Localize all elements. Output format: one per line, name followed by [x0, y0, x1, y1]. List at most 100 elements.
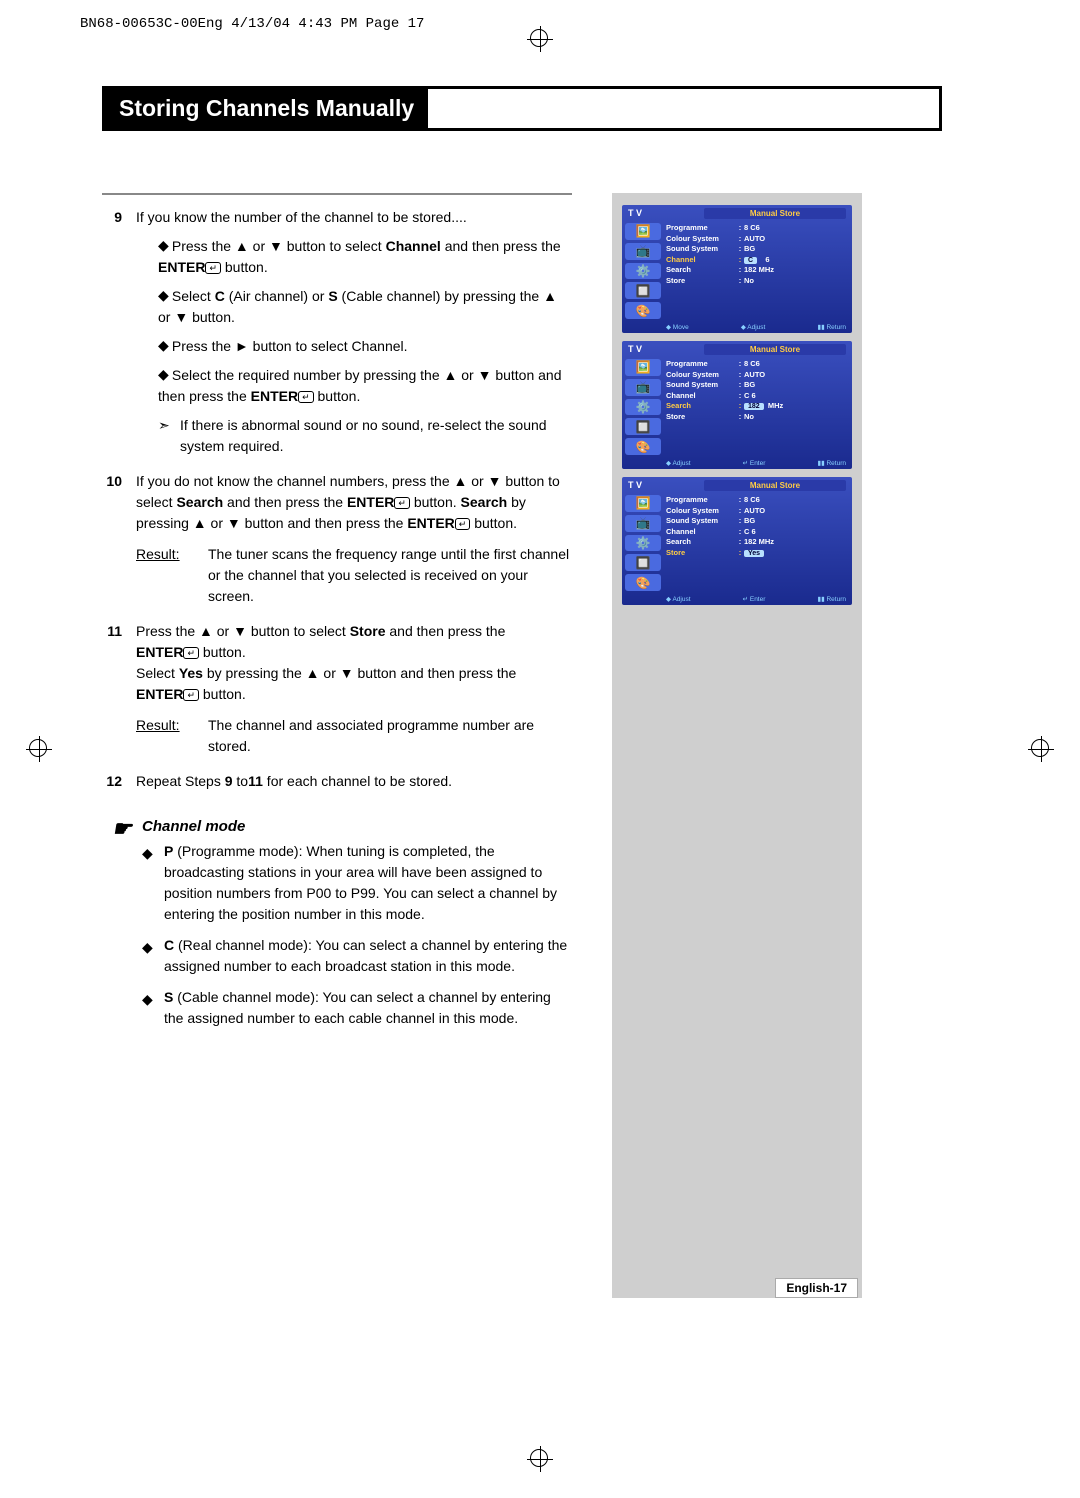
- osd-row: Colour System:AUTO: [666, 506, 846, 515]
- result-text: The channel and associated programme num…: [208, 715, 572, 757]
- step-lead: If you know the number of the channel to…: [136, 207, 572, 228]
- osd-footer: ◆ Move◆ Adjust▮▮ Return: [666, 323, 846, 331]
- osd-screenshot: T VManual Store🖼️📺⚙️🔲🎨Programme:8 C6Colo…: [622, 477, 852, 605]
- osd-sidebar: 🖼️📺⚙️🔲🎨: [625, 495, 661, 591]
- osd-title: Manual Store: [704, 480, 846, 491]
- step-result: Result:The channel and associated progra…: [136, 715, 572, 757]
- channel-mode-item: ◆P (Programme mode): When tuning is comp…: [142, 841, 572, 925]
- step-number: 9: [102, 207, 136, 457]
- osd-screenshot: T VManual Store🖼️📺⚙️🔲🎨Programme:8 C6Colo…: [622, 341, 852, 469]
- page-number: English-17: [775, 1278, 858, 1298]
- osd-footer-item: ↵ Enter: [743, 459, 766, 467]
- osd-tv-label: T V: [628, 344, 642, 354]
- osd-sidebar-icon: 🖼️: [625, 359, 661, 376]
- osd-sidebar-icon: 🎨: [625, 574, 661, 591]
- osd-footer: ◆ Adjust ↵ Enter ▮▮ Return: [666, 459, 846, 467]
- osd-sidebar-icon: ⚙️: [625, 535, 661, 552]
- osd-row: Channel:C 6: [666, 255, 846, 264]
- osd-row: Programme:8 C6: [666, 359, 846, 368]
- osd-sidebar-icon: 🖼️: [625, 223, 661, 240]
- osd-footer-item: ▮▮ Return: [818, 459, 846, 467]
- crop-mark-left: [26, 736, 52, 762]
- osd-row: Sound System:BG: [666, 380, 846, 389]
- channel-mode-section: ☛ Channel mode ◆P (Programme mode): When…: [102, 818, 572, 1029]
- crop-mark-bottom: [527, 1446, 553, 1472]
- osd-row: Colour System:AUTO: [666, 370, 846, 379]
- osd-sidebar-icon: ⚙️: [625, 263, 661, 280]
- step-number: 10: [102, 471, 136, 607]
- result-label: Result:: [136, 715, 208, 757]
- osd-row: Colour System:AUTO: [666, 234, 846, 243]
- osd-footer: ◆ Adjust ↵ Enter ▮▮ Return: [666, 595, 846, 603]
- step-lead: Press the ▲ or ▼ button to select Store …: [136, 621, 572, 705]
- step-number: 12: [102, 771, 136, 800]
- osd-row: Programme:8 C6: [666, 223, 846, 232]
- step-bullet: ◆ Select the required number by pressing…: [136, 365, 572, 407]
- osd-sidebar-icon: 🔲: [625, 554, 661, 571]
- osd-row: Sound System:BG: [666, 516, 846, 525]
- divider: [102, 193, 572, 195]
- print-meta-header: BN68-00653C-00Eng 4/13/04 4:43 PM Page 1…: [80, 16, 424, 32]
- hand-icon: ☛: [112, 816, 132, 842]
- step: 11Press the ▲ or ▼ button to select Stor…: [102, 621, 572, 757]
- step-lead: Repeat Steps 9 to11 for each channel to …: [136, 771, 572, 792]
- step: 12Repeat Steps 9 to11 for each channel t…: [102, 771, 572, 800]
- page-title: Storing Channels Manually: [105, 89, 428, 128]
- result-text: The tuner scans the frequency range unti…: [208, 544, 572, 607]
- osd-title: Manual Store: [704, 344, 846, 355]
- step: 9If you know the number of the channel t…: [102, 207, 572, 457]
- osd-row: Store:No: [666, 276, 846, 285]
- osd-sidebar-icon: 📺: [625, 243, 661, 260]
- channel-mode-item: ◆S (Cable channel mode): You can select …: [142, 987, 572, 1029]
- crop-mark-right: [1028, 736, 1054, 762]
- title-bar: Storing Channels Manually: [102, 86, 942, 131]
- osd-sidebar: 🖼️ 📺 ⚙️ 🔲 🎨: [625, 223, 661, 319]
- channel-mode-header: ☛ Channel mode: [142, 818, 572, 835]
- osd-row: Search:182 MHz: [666, 537, 846, 546]
- left-column: 9If you know the number of the channel t…: [102, 193, 592, 1298]
- step-body: If you know the number of the channel to…: [136, 207, 572, 457]
- osd-sidebar-icon: 🎨: [625, 438, 661, 455]
- step-bullet: ◆ Select C (Air channel) or S (Cable cha…: [136, 286, 572, 328]
- osd-row: Search:182 MHz: [666, 401, 846, 410]
- osd-footer-item: ▮▮ Return: [818, 323, 846, 331]
- osd-sidebar: 🖼️📺⚙️🔲🎨: [625, 359, 661, 455]
- osd-body: Programme:8 C6 Colour System:AUTOSound Sy…: [666, 359, 846, 455]
- osd-sidebar-icon: ⚙️: [625, 399, 661, 416]
- step-note: If there is abnormal sound or no sound, …: [136, 415, 572, 457]
- osd-row: Programme:8 C6: [666, 495, 846, 504]
- crop-mark-top: [527, 26, 553, 52]
- columns: 9If you know the number of the channel t…: [102, 193, 942, 1298]
- osd-footer-item: ◆ Adjust: [666, 459, 691, 467]
- osd-body: Programme:8 C6 Colour System:AUTOSound Sy…: [666, 495, 846, 591]
- osd-sidebar-icon: 📺: [625, 379, 661, 396]
- osd-footer-item: ◆ Adjust: [741, 323, 766, 331]
- channel-mode-title: Channel mode: [142, 818, 245, 835]
- osd-screenshot: T V Manual Store 🖼️ 📺 ⚙️ 🔲 🎨 Programme:8 C6 Colo…: [622, 205, 852, 333]
- osd-tv-label: T V: [628, 208, 642, 218]
- content-area: Storing Channels Manually 9If you know t…: [102, 86, 942, 1298]
- step-body: If you do not know the channel numbers, …: [136, 471, 572, 607]
- step-bullet: ◆ Press the ► button to select Channel.: [136, 336, 572, 357]
- step-body: Repeat Steps 9 to11 for each channel to …: [136, 771, 572, 800]
- step: 10If you do not know the channel numbers…: [102, 471, 572, 607]
- right-column: T V Manual Store 🖼️ 📺 ⚙️ 🔲 🎨 Programme:8 C6 Colo…: [612, 193, 862, 1298]
- osd-sidebar-icon: 🖼️: [625, 495, 661, 512]
- osd-footer-item: ◆ Adjust: [666, 595, 691, 603]
- osd-row: Store:No: [666, 412, 846, 421]
- osd-sidebar-icon: 🔲: [625, 282, 661, 299]
- step-bullet: ◆ Press the ▲ or ▼ button to select Chan…: [136, 236, 572, 278]
- osd-title: Manual Store: [704, 208, 846, 219]
- osd-tv-label: T V: [628, 480, 642, 490]
- step-number: 11: [102, 621, 136, 757]
- osd-row: Sound System:BG: [666, 244, 846, 253]
- step-result: Result:The tuner scans the frequency ran…: [136, 544, 572, 607]
- osd-body: Programme:8 C6 Colour System:AUTOSound Sy…: [666, 223, 846, 319]
- osd-footer-item: ▮▮ Return: [818, 595, 846, 603]
- osd-footer-item: ↵ Enter: [743, 595, 766, 603]
- osd-row: Channel:C 6: [666, 527, 846, 536]
- osd-row: Store:Yes: [666, 548, 846, 557]
- page: BN68-00653C-00Eng 4/13/04 4:43 PM Page 1…: [0, 0, 1080, 1498]
- osd-sidebar-icon: 🎨: [625, 302, 661, 319]
- step-body: Press the ▲ or ▼ button to select Store …: [136, 621, 572, 757]
